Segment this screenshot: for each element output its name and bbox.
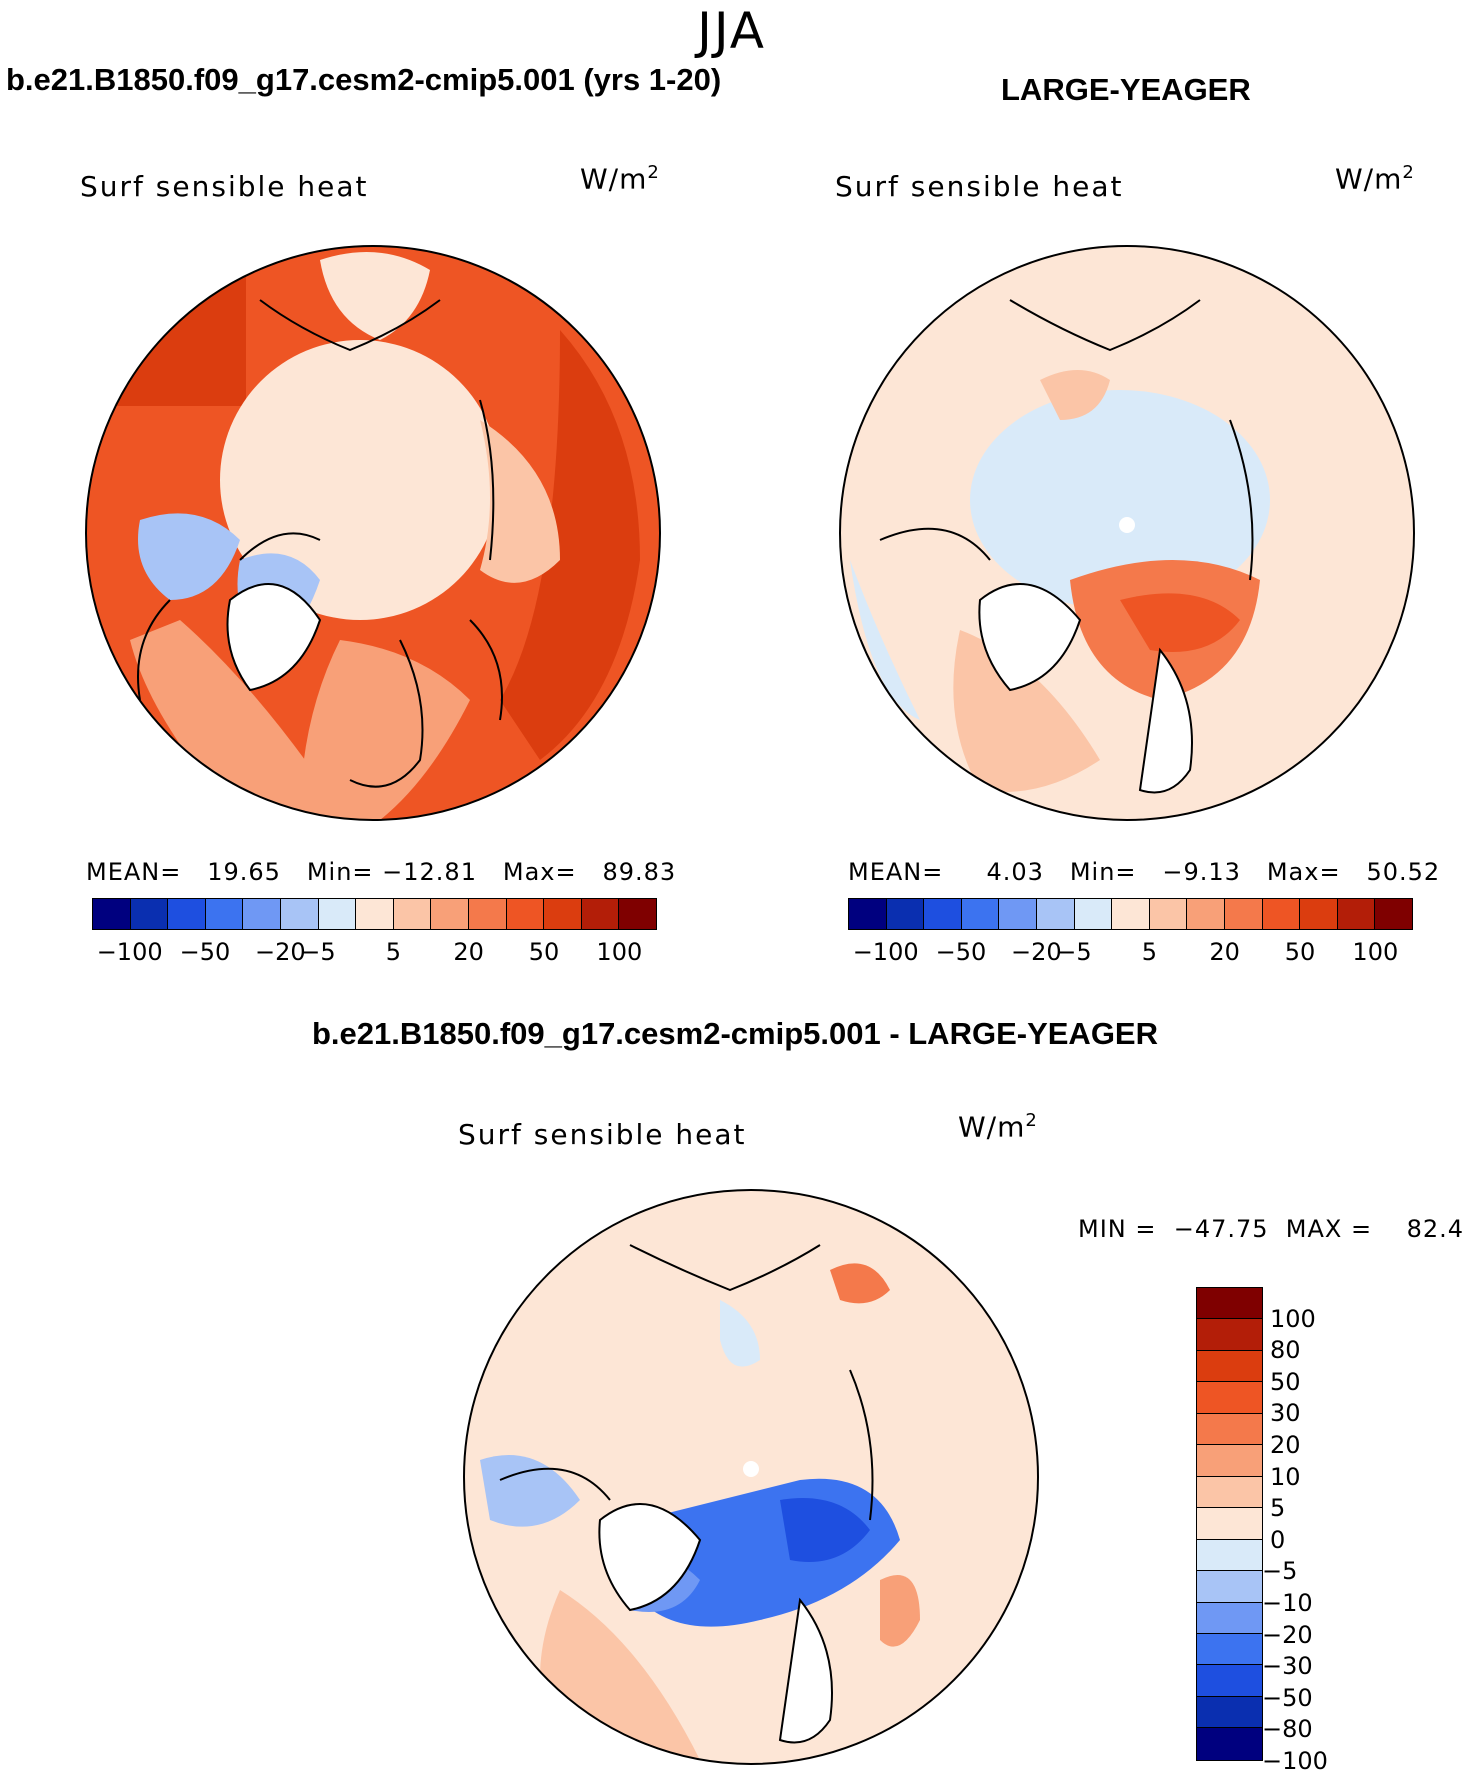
- colorbar-box: [1187, 899, 1225, 929]
- colorbar-box: [1197, 1602, 1262, 1634]
- colorbar-tick-label: −20: [1011, 938, 1062, 966]
- colorbar-tick-label: −5: [300, 938, 336, 966]
- colorbar-box: [581, 899, 620, 929]
- diff-title: b.e21.B1850.f09_g17.cesm2-cmip5.001 - LA…: [312, 1016, 1158, 1051]
- colorbar-tick-label: −20: [1262, 1620, 1313, 1649]
- colorbar-box: [1197, 1319, 1262, 1351]
- colorbar-tick-label: 20: [1270, 1431, 1301, 1459]
- colorbar-tick-label: 20: [453, 938, 484, 966]
- colorbar-tick-label: −20: [255, 938, 306, 966]
- colorbar-tick-label: 5: [385, 938, 401, 966]
- colorbar-box: [1197, 1382, 1262, 1414]
- colorbar-box: [961, 899, 1000, 929]
- colorbar-tick-label: 80: [1270, 1336, 1301, 1365]
- colorbar-box: [1337, 899, 1376, 929]
- colorbar-tick-label: 50: [1270, 1367, 1301, 1396]
- colorbar-tick-label: 100: [1352, 938, 1399, 966]
- colorbar-tick-label: 20: [1209, 938, 1240, 966]
- colorbar-box: [1149, 899, 1188, 929]
- panel1-variable: Surf sensible heat: [80, 170, 369, 203]
- panel2-stats: MEAN= 4.03 Min= −9.13 Max= 50.52: [848, 858, 1441, 886]
- colorbar-box: [1036, 899, 1075, 929]
- colorbar-box: [393, 899, 432, 929]
- colorbar-box: [1197, 1413, 1262, 1446]
- colorbar-tick-label: −80: [1262, 1715, 1313, 1744]
- colorbar-box: [1112, 899, 1150, 929]
- colorbar-tick-label: −5: [1262, 1557, 1298, 1586]
- diff-units: W/m2: [958, 1110, 1038, 1144]
- colorbar-tick-label: 50: [1284, 938, 1316, 966]
- colorbar-box: [544, 899, 582, 929]
- colorbar-tick-label: 10: [1270, 1462, 1301, 1491]
- panel1-colorbar: [92, 898, 657, 930]
- colorbar-tick-label: −10: [1262, 1589, 1313, 1617]
- panel1-units: W/m2: [580, 162, 660, 196]
- diff-minmax: MIN = −47.75 MAX = 82.48: [1078, 1215, 1463, 1243]
- colorbar-box: [1197, 1571, 1262, 1603]
- colorbar-box: [619, 899, 656, 929]
- colorbar-tick-label: −50: [1262, 1683, 1313, 1712]
- colorbar-tick-label: −50: [179, 938, 231, 966]
- panel2-variable: Surf sensible heat: [835, 170, 1124, 203]
- colorbar-box: [1197, 1696, 1262, 1729]
- colorbar-tick-label: −50: [935, 938, 987, 966]
- colorbar-box: [205, 899, 244, 929]
- colorbar-box: [1197, 1508, 1262, 1540]
- colorbar-box: [1197, 1728, 1262, 1760]
- colorbar-box: [93, 899, 131, 929]
- colorbar-box: [924, 899, 962, 929]
- panel2-colorbar: [848, 898, 1413, 930]
- colorbar-box: [1262, 899, 1301, 929]
- diff-colorbar-ticks: 100 80 50 30 20 10 5 0 −5 −10 −20 −30 −50 −80 −100: [1262, 1287, 1350, 1775]
- colorbar-tick-label: −100: [96, 938, 163, 966]
- colorbar-tick-label: 5: [1141, 938, 1157, 966]
- colorbar-box: [1074, 899, 1113, 929]
- colorbar-tick-label: 100: [1270, 1304, 1316, 1333]
- colorbar-box: [318, 899, 357, 929]
- colorbar-box: [1197, 1476, 1262, 1509]
- colorbar-box: [1375, 899, 1412, 929]
- season-title: JJA: [697, 2, 766, 60]
- colorbar-box: [468, 899, 507, 929]
- colorbar-tick-label: 30: [1270, 1399, 1301, 1428]
- colorbar-box: [431, 899, 469, 929]
- colorbar-tick-label: 100: [596, 938, 643, 966]
- colorbar-box: [1197, 1350, 1262, 1383]
- panel1-colorbar-ticks: −100 −50 −20 −5 5 20 50 100: [92, 938, 655, 968]
- colorbar-tick-label: 0: [1270, 1525, 1286, 1554]
- diff-variable: Surf sensible heat: [458, 1118, 747, 1151]
- panel2-title: LARGE-YEAGER: [1001, 72, 1251, 107]
- colorbar-box: [1197, 1539, 1262, 1572]
- colorbar-box: [1197, 1665, 1262, 1697]
- colorbar-box: [1197, 1288, 1262, 1320]
- diff-colorbar: [1196, 1287, 1263, 1761]
- colorbar-tick-label: −30: [1262, 1652, 1313, 1681]
- colorbar-tick-label: 50: [528, 938, 560, 966]
- colorbar-box: [1197, 1633, 1262, 1666]
- panel2-units: W/m2: [1335, 162, 1415, 196]
- colorbar-box: [999, 899, 1037, 929]
- colorbar-box: [506, 899, 545, 929]
- panel1-title: b.e21.B1850.f09_g17.cesm2-cmip5.001 (yrs…: [6, 62, 722, 97]
- colorbar-box: [886, 899, 925, 929]
- colorbar-box: [1300, 899, 1338, 929]
- colorbar-box: [243, 899, 281, 929]
- colorbar-box: [168, 899, 206, 929]
- colorbar-tick-label: 5: [1270, 1494, 1286, 1523]
- panel2-colorbar-ticks: −100 −50 −20 −5 5 20 50 100: [848, 938, 1411, 968]
- colorbar-box: [280, 899, 319, 929]
- colorbar-box: [1224, 899, 1263, 929]
- colorbar-box: [356, 899, 394, 929]
- colorbar-box: [130, 899, 169, 929]
- colorbar-box: [849, 899, 887, 929]
- colorbar-box: [1197, 1445, 1262, 1477]
- colorbar-tick-label: −100: [1262, 1747, 1328, 1775]
- colorbar-tick-label: −5: [1056, 938, 1092, 966]
- panel1-stats: MEAN= 19.65 Min= −12.81 Max= 89.83: [86, 858, 677, 886]
- colorbar-tick-label: −100: [852, 938, 919, 966]
